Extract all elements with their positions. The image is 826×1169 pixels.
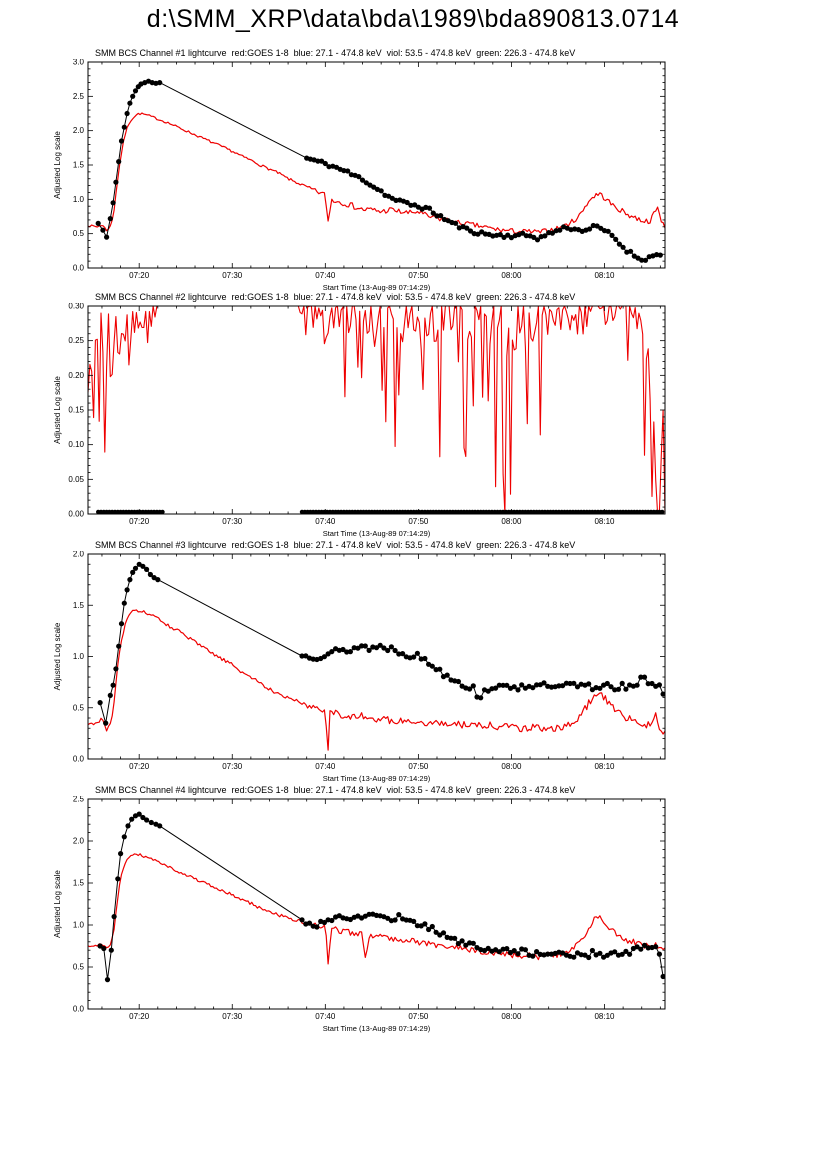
page-title: d:\SMM_XRP\data\bda\1989\bda890813.0714 bbox=[146, 5, 680, 33]
svg-text:2.0: 2.0 bbox=[73, 126, 85, 135]
svg-text:2.5: 2.5 bbox=[73, 796, 85, 804]
svg-text:0.0: 0.0 bbox=[73, 755, 85, 764]
channel-1-lightcurve-plot: 07:20 07:30 07:40 07:50 08:00 08:10 0.0 0.5 1.0 1… bbox=[53, 59, 666, 292]
svg-text:08:10: 08:10 bbox=[594, 1012, 615, 1021]
chart-panel-3: SMM BCS Channel #3 lightcurve red:GOES 1… bbox=[0, 540, 826, 788]
svg-text:Start Time (13-Aug-89 07:14:29: Start Time (13-Aug-89 07:14:29) bbox=[323, 774, 431, 783]
channel-4-lightcurve-plot: 07:20 07:30 07:40 07:50 08:00 08:10 0.0 0.5 1.0 1… bbox=[53, 796, 666, 1033]
channel-3-lightcurve-plot: 07:20 07:30 07:40 07:50 08:00 08:10 0.0 0.5 1.0 1… bbox=[53, 551, 666, 783]
svg-text:08:00: 08:00 bbox=[501, 271, 522, 280]
svg-text:08:10: 08:10 bbox=[594, 762, 615, 771]
svg-text:0.5: 0.5 bbox=[73, 229, 85, 238]
svg-text:07:20: 07:20 bbox=[129, 517, 150, 526]
svg-text:2.5: 2.5 bbox=[73, 92, 85, 101]
svg-text:1.5: 1.5 bbox=[73, 161, 85, 170]
svg-text:Start Time (13-Aug-89 07:14:29: Start Time (13-Aug-89 07:14:29) bbox=[323, 283, 431, 292]
svg-text:2.0: 2.0 bbox=[73, 551, 85, 559]
svg-text:08:00: 08:00 bbox=[501, 517, 522, 526]
svg-text:08:00: 08:00 bbox=[501, 1012, 522, 1021]
svg-text:0.10: 0.10 bbox=[68, 440, 84, 449]
svg-text:0.0: 0.0 bbox=[73, 264, 85, 273]
svg-text:07:50: 07:50 bbox=[408, 517, 429, 526]
svg-text:Adjusted Log scale: Adjusted Log scale bbox=[53, 622, 62, 690]
svg-text:08:10: 08:10 bbox=[594, 517, 615, 526]
svg-text:0.15: 0.15 bbox=[68, 406, 84, 415]
svg-text:07:30: 07:30 bbox=[222, 1012, 243, 1021]
svg-text:Start Time (13-Aug-89 07:14:29: Start Time (13-Aug-89 07:14:29) bbox=[323, 1024, 431, 1033]
svg-text:1.0: 1.0 bbox=[73, 921, 85, 930]
svg-text:2.0: 2.0 bbox=[73, 837, 85, 846]
svg-text:0.25: 0.25 bbox=[68, 336, 84, 345]
svg-text:Adjusted Log scale: Adjusted Log scale bbox=[53, 376, 62, 444]
svg-text:07:40: 07:40 bbox=[315, 762, 336, 771]
svg-text:0.0: 0.0 bbox=[73, 1005, 85, 1014]
svg-text:07:20: 07:20 bbox=[129, 1012, 150, 1021]
svg-text:07:30: 07:30 bbox=[222, 762, 243, 771]
channel-2-lightcurve-plot: 07:20 07:30 07:40 07:50 08:00 08:10 0.00 0.05 0.… bbox=[53, 303, 666, 538]
svg-text:1.0: 1.0 bbox=[73, 652, 85, 661]
chart-panel-2: SMM BCS Channel #2 lightcurve red:GOES 1… bbox=[0, 292, 826, 543]
svg-text:0.30: 0.30 bbox=[68, 303, 84, 311]
svg-text:Adjusted Log scale: Adjusted Log scale bbox=[53, 870, 62, 938]
svg-text:07:50: 07:50 bbox=[408, 1012, 429, 1021]
svg-text:07:40: 07:40 bbox=[315, 517, 336, 526]
svg-text:07:20: 07:20 bbox=[129, 271, 150, 280]
svg-text:07:40: 07:40 bbox=[315, 1012, 336, 1021]
svg-text:08:10: 08:10 bbox=[594, 271, 615, 280]
svg-text:1.5: 1.5 bbox=[73, 601, 85, 610]
svg-text:07:20: 07:20 bbox=[129, 762, 150, 771]
svg-text:0.05: 0.05 bbox=[68, 475, 84, 484]
chart-3-title: SMM BCS Channel #3 lightcurve red:GOES 1… bbox=[95, 540, 576, 550]
svg-text:1.5: 1.5 bbox=[73, 879, 85, 888]
svg-text:3.0: 3.0 bbox=[73, 59, 85, 67]
svg-text:0.00: 0.00 bbox=[68, 510, 84, 519]
svg-text:Start Time (13-Aug-89 07:14:29: Start Time (13-Aug-89 07:14:29) bbox=[323, 529, 431, 538]
chart-4-title: SMM BCS Channel #4 lightcurve red:GOES 1… bbox=[95, 785, 576, 795]
svg-text:08:00: 08:00 bbox=[501, 762, 522, 771]
svg-text:07:50: 07:50 bbox=[408, 762, 429, 771]
svg-text:07:30: 07:30 bbox=[222, 517, 243, 526]
chart-panel-4: SMM BCS Channel #4 lightcurve red:GOES 1… bbox=[0, 785, 826, 1038]
svg-text:Adjusted Log scale: Adjusted Log scale bbox=[53, 131, 62, 199]
svg-text:07:40: 07:40 bbox=[315, 271, 336, 280]
chart-2-title: SMM BCS Channel #2 lightcurve red:GOES 1… bbox=[95, 292, 576, 302]
svg-text:1.0: 1.0 bbox=[73, 195, 85, 204]
svg-text:0.5: 0.5 bbox=[73, 703, 85, 712]
svg-text:0.20: 0.20 bbox=[68, 371, 84, 380]
svg-text:07:30: 07:30 bbox=[222, 271, 243, 280]
svg-text:07:50: 07:50 bbox=[408, 271, 429, 280]
chart-panel-1: SMM BCS Channel #1 lightcurve red:GOES 1… bbox=[0, 48, 826, 297]
chart-1-title: SMM BCS Channel #1 lightcurve red:GOES 1… bbox=[95, 48, 576, 58]
svg-text:0.5: 0.5 bbox=[73, 963, 85, 972]
